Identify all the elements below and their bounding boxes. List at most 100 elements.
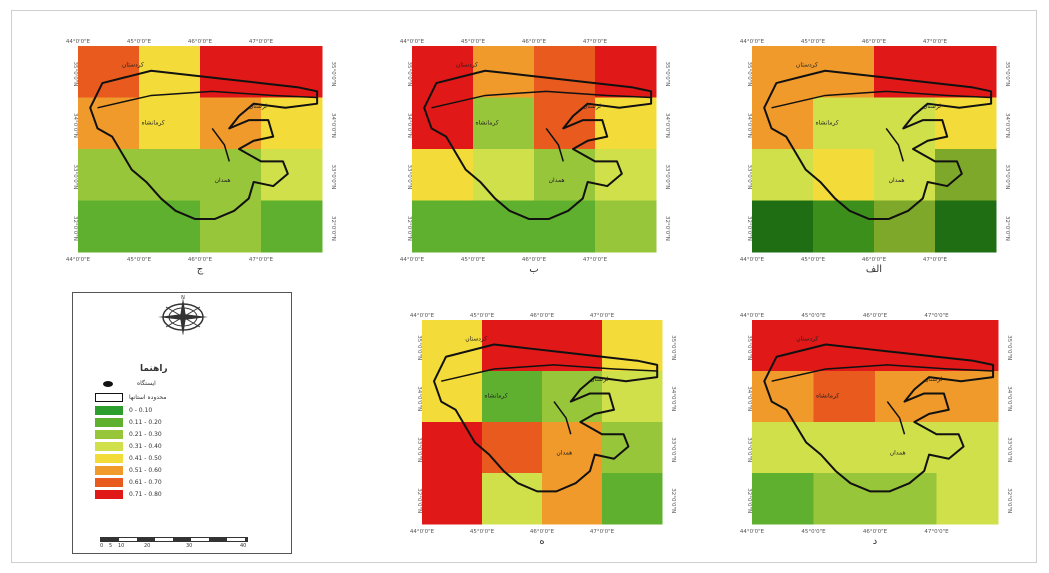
grid-cell bbox=[813, 149, 875, 201]
place-label-north: کردستان bbox=[456, 62, 478, 69]
panel-caption: ج bbox=[196, 264, 204, 275]
grid-cell bbox=[875, 320, 937, 372]
lat-tick-right: 33°0'0"N bbox=[670, 437, 676, 462]
scale-label: 20 bbox=[144, 543, 151, 549]
lat-tick-left: 34°0'0"N bbox=[406, 113, 412, 138]
lat-tick-right: 32°0'0"N bbox=[1006, 488, 1012, 513]
grid-cell bbox=[752, 422, 814, 474]
legend-class-label: 0.41 - 0.50 bbox=[129, 455, 162, 462]
lon-tick-bottom: 46°0'0"E bbox=[863, 529, 888, 535]
legend-swatch bbox=[95, 454, 123, 463]
lon-tick-top: 47°0'0"E bbox=[249, 39, 274, 45]
legend-point-row: ایستگاه bbox=[95, 380, 156, 390]
place-label-east: لرستان bbox=[924, 376, 942, 383]
lon-tick-top: 44°0'0"E bbox=[400, 39, 425, 45]
lat-tick-left: 34°0'0"N bbox=[746, 113, 752, 138]
lat-tick-left: 33°0'0"N bbox=[406, 164, 412, 189]
svg-text:N: N bbox=[181, 295, 185, 301]
province-divider bbox=[771, 364, 994, 382]
place-label-west: کرمانشاه bbox=[484, 393, 507, 400]
map-svg: کردستان کرمانشاه همدان لرستان 44°0'0"E 44°0'0… bbox=[740, 313, 1012, 535]
province-divider bbox=[441, 364, 658, 382]
scale-bar: 0 5 10 20 30 40 bbox=[100, 537, 250, 551]
legend-class-label: 0.21 - 0.30 bbox=[129, 431, 162, 438]
panel-caption: ب bbox=[529, 264, 539, 275]
lat-tick-left: 35°0'0"N bbox=[406, 61, 412, 86]
lon-tick-bottom: 45°0'0"E bbox=[127, 257, 152, 263]
province-divider bbox=[553, 401, 572, 435]
province-boundary bbox=[763, 343, 995, 493]
lon-tick-bottom: 46°0'0"E bbox=[188, 257, 213, 263]
legend-class-row: 0.61 - 0.70 bbox=[95, 478, 162, 488]
place-label-north: کردستان bbox=[796, 62, 818, 69]
legend-class-label: 0.31 - 0.40 bbox=[129, 443, 162, 450]
scale-label: 10 bbox=[118, 543, 125, 549]
grid-cell bbox=[595, 149, 657, 201]
province-divider bbox=[211, 127, 230, 162]
lon-tick-top: 46°0'0"E bbox=[862, 39, 887, 45]
grid-cell bbox=[139, 200, 201, 253]
grid-cell bbox=[752, 46, 814, 98]
lat-tick-right: 33°0'0"N bbox=[330, 164, 336, 189]
province-divider bbox=[97, 90, 318, 109]
place-label-west: کرمانشاه bbox=[815, 119, 838, 126]
grid-cell bbox=[412, 97, 474, 150]
lon-tick-bottom: 44°0'0"E bbox=[740, 257, 765, 263]
lon-tick-top: 44°0'0"E bbox=[410, 313, 435, 319]
boundary-swatch bbox=[95, 393, 123, 402]
place-label-east: لرستان bbox=[923, 103, 941, 110]
grid-cell bbox=[200, 46, 262, 98]
lon-tick-top: 45°0'0"E bbox=[801, 39, 826, 45]
lat-tick-left: 32°0'0"N bbox=[746, 216, 752, 241]
legend-class-row: 0.31 - 0.40 bbox=[95, 442, 162, 452]
lat-tick-right: 35°0'0"N bbox=[664, 61, 670, 86]
lon-tick-top: 46°0'0"E bbox=[522, 39, 547, 45]
grid-cell bbox=[261, 200, 323, 253]
grid-cell bbox=[422, 320, 483, 372]
lat-tick-right: 34°0'0"N bbox=[1006, 386, 1012, 411]
legend-class-row: 0.71 - 0.80 bbox=[95, 490, 162, 500]
map-panel-bottom-middle: کردستان کرمانشاه همدان لرستان 44°0'0"E 44°0'0… bbox=[392, 306, 692, 550]
grid-cell bbox=[874, 46, 936, 98]
lon-tick-top: 44°0'0"E bbox=[66, 39, 91, 45]
lon-tick-top: 45°0'0"E bbox=[127, 39, 152, 45]
panel-caption: د bbox=[872, 536, 878, 547]
grid-cell bbox=[473, 149, 535, 201]
lon-tick-top: 47°0'0"E bbox=[924, 313, 949, 319]
lon-tick-top: 44°0'0"E bbox=[740, 39, 765, 45]
lat-tick-left: 34°0'0"N bbox=[746, 386, 752, 411]
lat-tick-left: 35°0'0"N bbox=[746, 61, 752, 86]
place-label-east: لرستان bbox=[249, 103, 267, 110]
lat-tick-right: 32°0'0"N bbox=[1004, 216, 1010, 241]
lon-tick-bottom: 44°0'0"E bbox=[410, 529, 435, 535]
lat-tick-left: 33°0'0"N bbox=[746, 164, 752, 189]
grid-cell bbox=[78, 200, 140, 253]
scale-label: 30 bbox=[186, 543, 193, 549]
lon-tick-bottom: 47°0'0"E bbox=[249, 257, 274, 263]
place-label-west: کرمانشاه bbox=[816, 393, 839, 400]
grid-cell bbox=[412, 200, 474, 253]
legend-title: راهنما bbox=[140, 364, 168, 374]
map-svg: کردستان کرمانشاه همدان لرستان 44°0'0"E 44°0'0… bbox=[400, 39, 670, 263]
grid-cell bbox=[78, 149, 140, 201]
province-boundary bbox=[89, 69, 319, 221]
lon-tick-bottom: 46°0'0"E bbox=[522, 257, 547, 263]
grid-cell bbox=[482, 422, 543, 474]
lat-tick-right: 32°0'0"N bbox=[670, 488, 676, 513]
figure-frame bbox=[11, 10, 1037, 563]
province-divider bbox=[545, 127, 564, 162]
grid-cell bbox=[936, 473, 999, 525]
legend-swatch bbox=[95, 406, 123, 415]
legend-class-row: 0.11 - 0.20 bbox=[95, 418, 162, 428]
place-label-center: همدان bbox=[549, 177, 565, 184]
legend-class-row: 0.41 - 0.50 bbox=[95, 454, 162, 464]
grid-cell bbox=[752, 473, 814, 525]
grid-cell bbox=[935, 149, 997, 201]
lat-tick-right: 34°0'0"N bbox=[664, 113, 670, 138]
legend-class-row: 0.51 - 0.60 bbox=[95, 466, 162, 476]
legend-class-label: 0 - 0.10 bbox=[129, 407, 153, 414]
legend-point-label: ایستگاه bbox=[137, 380, 156, 387]
grid-cell bbox=[602, 422, 663, 474]
place-label-east: لرستان bbox=[590, 376, 608, 383]
lon-tick-bottom: 45°0'0"E bbox=[801, 257, 826, 263]
